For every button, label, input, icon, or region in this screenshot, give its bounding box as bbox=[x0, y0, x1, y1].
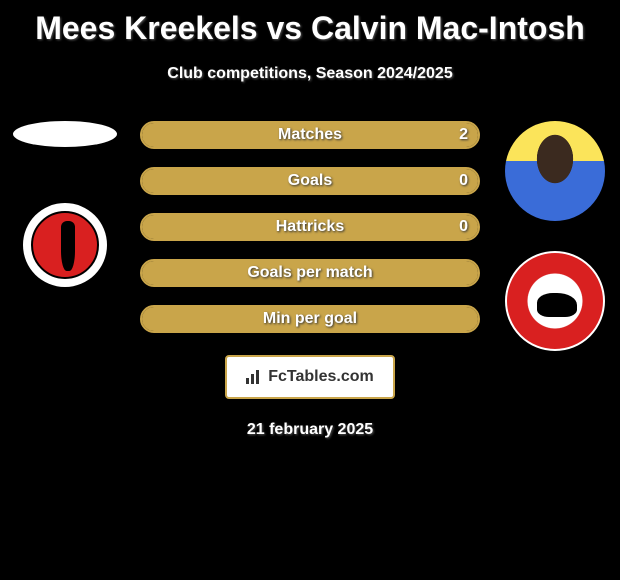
player1-column bbox=[0, 121, 130, 287]
stat-label: Matches bbox=[142, 123, 478, 147]
page-title: Mees Kreekels vs Calvin Mac-Intosh bbox=[0, 0, 620, 47]
stat-label: Min per goal bbox=[142, 307, 478, 331]
player2-avatar bbox=[505, 121, 605, 221]
stat-bar-matches: Matches 2 bbox=[140, 121, 480, 149]
stat-bar-min-per-goal: Min per goal bbox=[140, 305, 480, 333]
brand-box[interactable]: FcTables.com bbox=[225, 355, 395, 399]
player1-club-logo bbox=[23, 203, 107, 287]
player2-club-logo bbox=[505, 251, 605, 351]
brand-text: FcTables.com bbox=[268, 368, 374, 386]
stat-value-right: 2 bbox=[459, 123, 468, 147]
subtitle: Club competitions, Season 2024/2025 bbox=[0, 65, 620, 83]
stat-bar-goals: Goals 0 bbox=[140, 167, 480, 195]
stats-bars: Matches 2 Goals 0 Hattricks 0 Goals per … bbox=[140, 121, 480, 333]
date-label: 21 february 2025 bbox=[0, 421, 620, 439]
stat-bar-hattricks: Hattricks 0 bbox=[140, 213, 480, 241]
stat-value-right: 0 bbox=[459, 215, 468, 239]
stat-value-right: 0 bbox=[459, 169, 468, 193]
stat-bar-goals-per-match: Goals per match bbox=[140, 259, 480, 287]
player1-avatar bbox=[13, 121, 117, 147]
stat-label: Hattricks bbox=[142, 215, 478, 239]
stat-label: Goals bbox=[142, 169, 478, 193]
player2-column bbox=[490, 121, 620, 351]
comparison-content: Matches 2 Goals 0 Hattricks 0 Goals per … bbox=[0, 121, 620, 439]
stat-label: Goals per match bbox=[142, 261, 478, 285]
chart-icon bbox=[246, 370, 264, 384]
